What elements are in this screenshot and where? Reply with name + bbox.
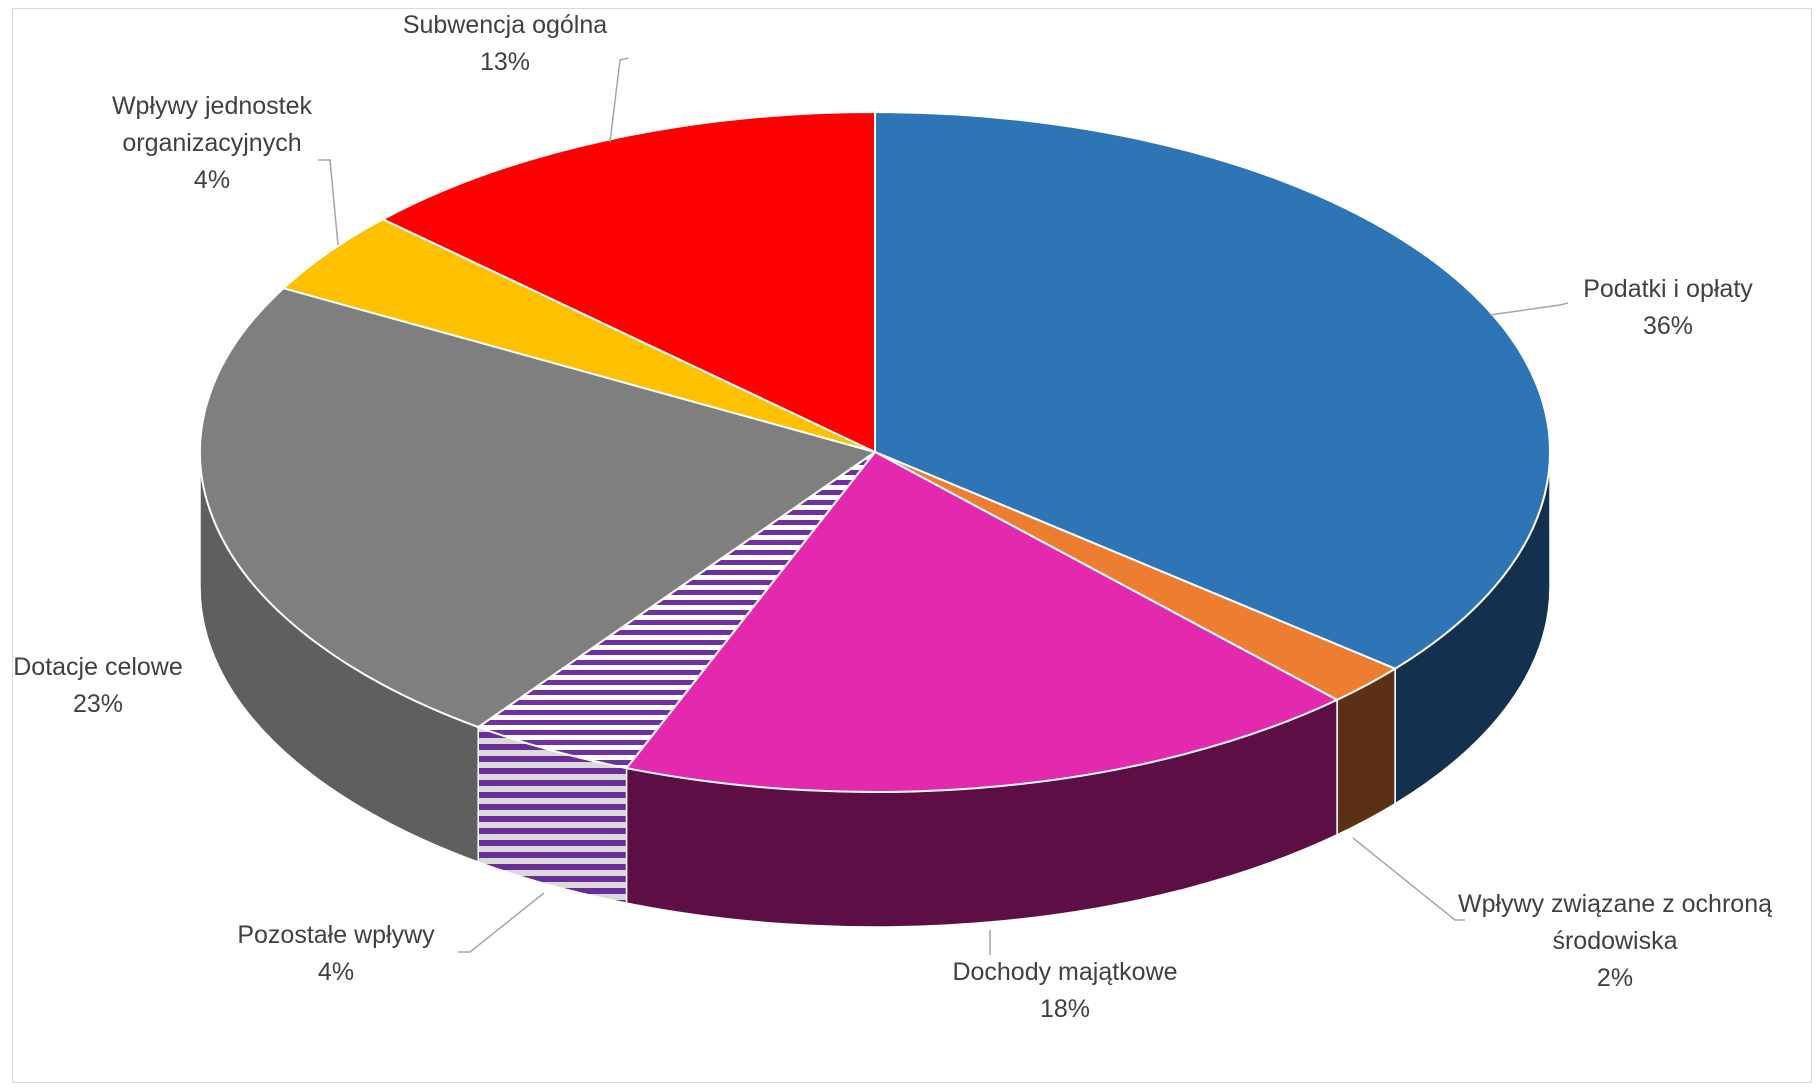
data-label-text-dotacje-celowe: Dotacje celowe xyxy=(13,653,183,681)
data-label-value-subwencja-ogolna: 13% xyxy=(480,48,530,76)
data-label-value-dochody-majatkowe: 18% xyxy=(1040,995,1090,1023)
leader-line-podatki-i-oplaty xyxy=(1489,302,1569,316)
pie-slice-podatki-i-oplaty xyxy=(874,110,1551,670)
data-label-text-subwencja-ogolna: Subwencja ogólna xyxy=(403,11,607,39)
data-label-text-wplywy-zwiazane-z-ochrona-srodowiska: środowiska xyxy=(1552,927,1677,955)
leader-line-pozostale-wplywy xyxy=(458,892,545,953)
data-label-value-podatki-i-oplaty: 36% xyxy=(1643,312,1693,340)
pie-slice-dochody-majatkowe xyxy=(624,450,1340,793)
leader-line-wplywy-zwiazane-z-ochrona-srodowiska xyxy=(1352,837,1465,921)
data-label-text-wplywy-jednostek-organizacyjnych: organizacyjnych xyxy=(122,129,301,157)
leader-line-wplywy-jednostek-organizacyjnych xyxy=(318,159,339,246)
data-label-text-wplywy-zwiazane-z-ochrona-srodowiska: Wpływy związane z ochroną xyxy=(1458,890,1772,918)
data-label-text-wplywy-jednostek-organizacyjnych: Wpływy jednostek xyxy=(112,92,313,120)
leader-line-subwencja-ogolna xyxy=(609,57,629,143)
data-label-text-podatki-i-oplaty: Podatki i opłaty xyxy=(1583,275,1753,303)
data-label-text-pozostale-wplywy: Pozostałe wpływy xyxy=(237,921,435,949)
data-label-value-pozostale-wplywy: 4% xyxy=(318,958,354,986)
data-label-value-dotacje-celowe: 23% xyxy=(73,690,123,718)
pie-slice-subwencja-ogolna xyxy=(380,110,876,454)
chart-area xyxy=(12,8,1812,1083)
data-label-text-dochody-majatkowe: Dochody majątkowe xyxy=(952,958,1177,986)
data-label-value-wplywy-jednostek-organizacyjnych: 4% xyxy=(194,166,230,194)
pie-slice-dotacje-celowe xyxy=(199,287,878,729)
data-label-value-wplywy-zwiazane-z-ochrona-srodowiska: 2% xyxy=(1597,964,1633,992)
